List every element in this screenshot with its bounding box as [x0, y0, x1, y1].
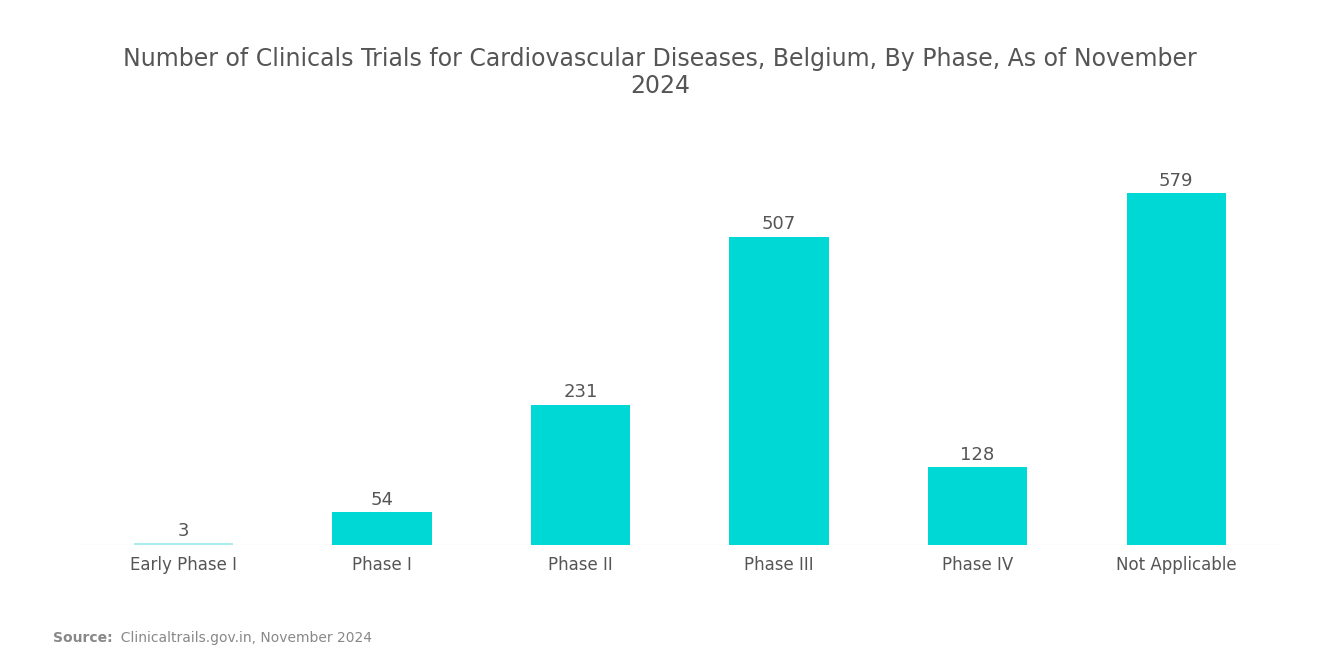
Text: 579: 579: [1159, 172, 1193, 190]
Text: Source:: Source:: [53, 631, 112, 645]
Text: 3: 3: [178, 522, 189, 540]
Text: Number of Clinicals Trials for Cardiovascular Diseases, Belgium, By Phase, As of: Number of Clinicals Trials for Cardiovas…: [123, 47, 1197, 98]
Text: 231: 231: [564, 383, 598, 401]
Text: 54: 54: [371, 491, 393, 509]
Bar: [730, 237, 829, 545]
Bar: [133, 543, 234, 545]
Bar: [531, 405, 630, 545]
Text: 507: 507: [762, 215, 796, 233]
Text: Clinicaltrails.gov.in, November 2024: Clinicaltrails.gov.in, November 2024: [112, 631, 372, 645]
Bar: [1126, 194, 1226, 545]
Bar: [928, 467, 1027, 545]
Bar: [333, 513, 432, 545]
Text: 128: 128: [961, 446, 995, 464]
